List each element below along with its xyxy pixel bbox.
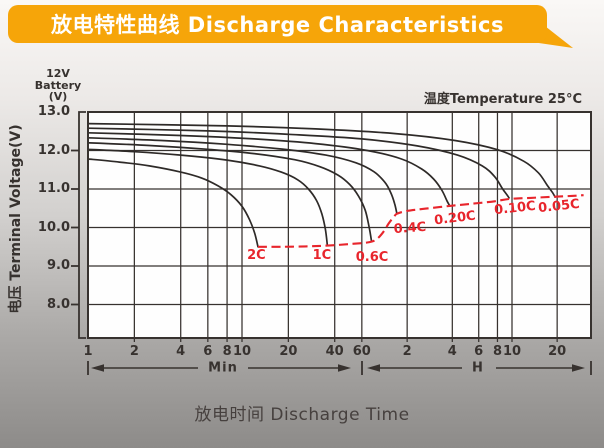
curve-0.05C bbox=[87, 122, 556, 198]
curve-0.10C bbox=[87, 127, 510, 199]
curve-1C bbox=[87, 148, 329, 246]
curve-0.20C bbox=[87, 131, 451, 207]
title-banner: 放电特性曲线 Discharge Characteristics bbox=[8, 5, 547, 43]
battery-type-label: 12V Battery (V) bbox=[29, 68, 87, 103]
plot-background bbox=[88, 112, 591, 338]
h-range-left-arrowhead bbox=[367, 364, 380, 372]
curve-0.4C bbox=[87, 136, 398, 215]
plot-border bbox=[87, 111, 592, 339]
temperature-label: 温度Temperature 25°C bbox=[423, 92, 582, 107]
battery-label-line1: 12V bbox=[46, 67, 70, 80]
battery-label-line3: (V) bbox=[48, 90, 68, 103]
min-range-left-arrowhead bbox=[91, 364, 104, 372]
h-range-right-arrowhead bbox=[572, 364, 585, 372]
curve-0.6C bbox=[87, 141, 373, 243]
y-axis-bracket bbox=[78, 111, 86, 339]
battery-label-line2: Battery bbox=[34, 78, 82, 92]
figure-title: 放电特性曲线 Discharge Characteristics bbox=[51, 13, 504, 37]
end-voltage-locus-line bbox=[257, 194, 584, 248]
curve-2C bbox=[87, 158, 259, 248]
min-range-right-arrowhead bbox=[338, 364, 351, 372]
x-axis-title: 放电时间 Discharge Time bbox=[194, 405, 410, 425]
